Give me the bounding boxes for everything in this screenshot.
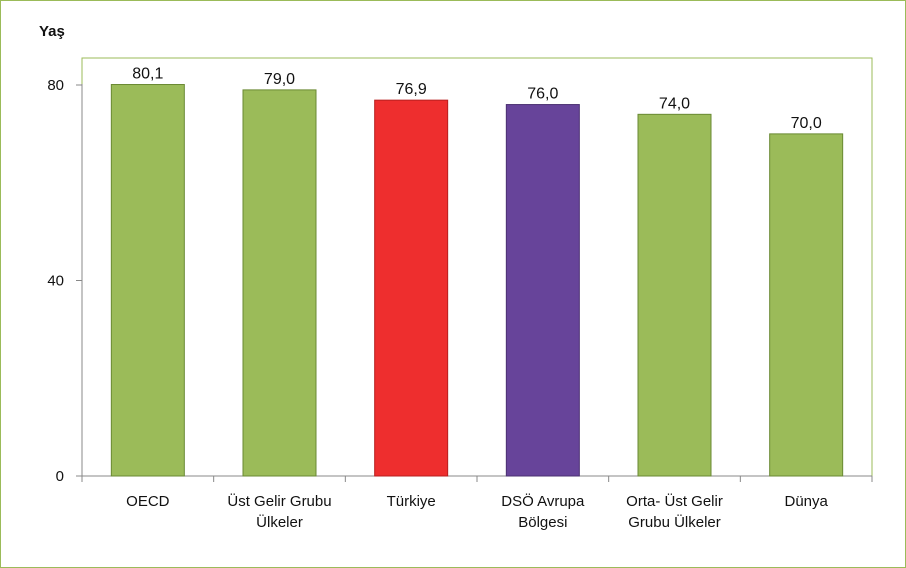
bar [374, 99, 449, 477]
data-label: 79,0 [264, 71, 295, 88]
data-label: 76,0 [527, 86, 558, 103]
category-label: OECD [126, 493, 170, 510]
category-label: Grubu Ülkeler [628, 513, 721, 531]
data-label: 74,0 [659, 95, 690, 112]
category-label: Üst Gelir Grubu [227, 492, 331, 510]
data-label: 70,0 [791, 115, 822, 132]
category-label: Ülkeler [256, 513, 303, 531]
category-label: Dünya [784, 493, 828, 510]
category-label: Orta- Üst Gelir [626, 492, 723, 510]
plot-area-border [81, 57, 873, 477]
y-tick-label: 80 [47, 77, 64, 94]
category-label: Türkiye [387, 493, 436, 510]
category-label: DSÖ Avrupa [501, 492, 585, 510]
bar [110, 84, 185, 477]
bar [637, 113, 712, 477]
bar [505, 104, 580, 477]
y-tick-label: 0 [56, 468, 64, 485]
data-label: 76,9 [396, 81, 427, 98]
category-label: Bölgesi [518, 514, 567, 531]
y-tick-label: 40 [47, 273, 64, 290]
y-axis-label: Yaş [39, 23, 65, 40]
bar [242, 89, 317, 477]
bar [769, 133, 844, 477]
data-label: 80,1 [132, 66, 163, 83]
